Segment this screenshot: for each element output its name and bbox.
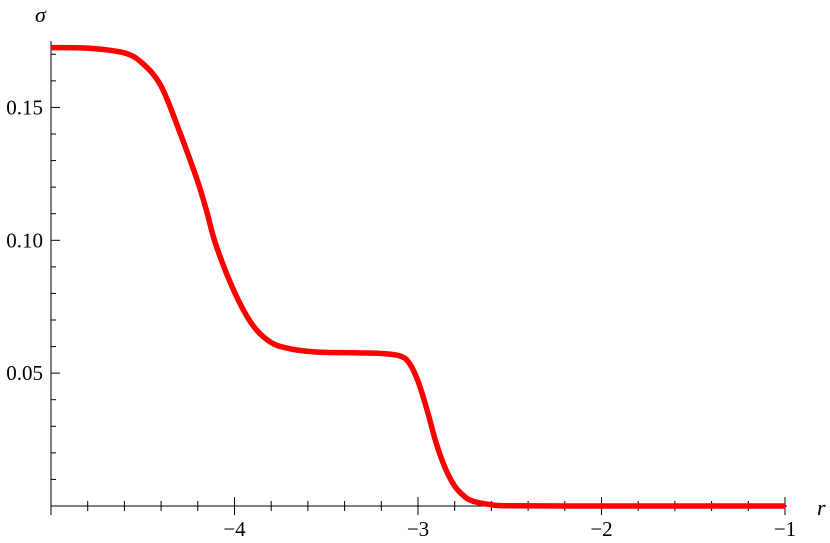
y-axis-title: σ — [35, 2, 47, 27]
y-tick-label: 0.15 — [6, 95, 43, 119]
x-tick-label: −2 — [590, 517, 612, 541]
ticks-layer — [50, 53, 786, 515]
x-axis-title: r — [817, 495, 826, 520]
x-tick-label: −4 — [223, 517, 246, 541]
tick-labels: −4 −3 −2 −1 0.05 0.10 0.15 — [6, 95, 796, 541]
x-tick-label: −1 — [774, 517, 796, 541]
x-tick-label: −3 — [407, 517, 429, 541]
y-tick-label: 0.05 — [6, 361, 43, 385]
series-line — [50, 44, 785, 509]
y-tick-label: 0.10 — [6, 228, 43, 252]
